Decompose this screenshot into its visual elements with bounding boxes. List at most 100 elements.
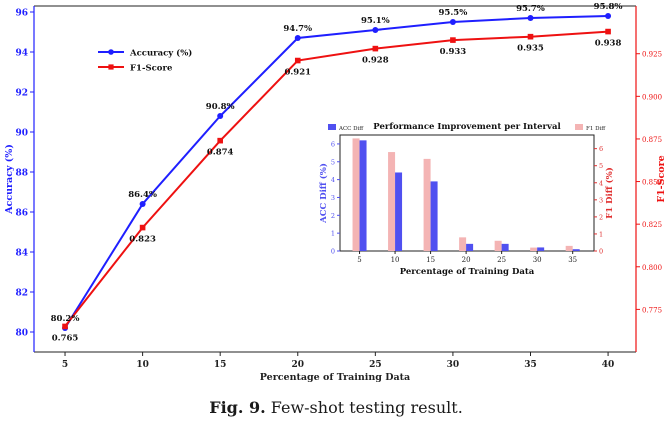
accuracy-value-label: 95.5% xyxy=(439,8,468,18)
inset-bar-f1-diff xyxy=(565,245,573,251)
inset-y-left-axis-title: ACC Diff (%) xyxy=(318,163,329,224)
accuracy-point xyxy=(527,15,534,21)
f1-score-value-label: 0.935 xyxy=(517,44,544,54)
caption-text: Few-shot testing result. xyxy=(265,398,463,417)
x-tick-label: 5 xyxy=(62,360,68,370)
f1-score-value-label: 0.823 xyxy=(129,235,156,245)
inset-legend-label-acc: ACC Diff xyxy=(338,126,364,132)
y-right-axis-title: F1-Score xyxy=(656,155,667,202)
inset-y-left-tick-label: 4 xyxy=(331,176,335,184)
inset-bar-f1-diff xyxy=(388,152,396,251)
inset-bar-acc-diff xyxy=(430,181,438,251)
f1-score-point xyxy=(217,137,223,144)
inset-x-tick-label: 10 xyxy=(391,256,400,264)
f1-score-point xyxy=(139,224,146,231)
y-right-tick-label: 0.925 xyxy=(642,51,662,59)
inset-bar-acc-diff xyxy=(359,140,367,251)
y-left-tick-label: 82 xyxy=(15,289,28,299)
x-tick-label: 40 xyxy=(602,360,615,370)
inset-y-right-tick-label: 5 xyxy=(599,162,603,170)
accuracy-value-label: 86.4% xyxy=(128,190,157,200)
legend-marker xyxy=(108,64,114,70)
accuracy-value-label: 95.7% xyxy=(516,4,545,14)
legend-label: Accuracy (%) xyxy=(129,48,192,59)
x-tick-label: 35 xyxy=(524,360,537,370)
inset-y-right-tick-label: 4 xyxy=(599,179,603,187)
f1-score-point xyxy=(294,57,301,64)
inset-y-left-tick-label: 0 xyxy=(331,248,335,256)
inset-y-right-tick-label: 0 xyxy=(599,248,603,256)
accuracy-point xyxy=(217,113,224,119)
accuracy-point xyxy=(605,13,612,19)
inset-y-right-tick-label: 2 xyxy=(599,213,603,221)
accuracy-value-label: 95.8% xyxy=(594,2,623,12)
y-right-tick-label: 0.850 xyxy=(642,179,662,187)
x-tick-label: 30 xyxy=(447,360,460,370)
inset-x-tick-label: 15 xyxy=(426,256,435,264)
legend-marker xyxy=(108,49,114,55)
accuracy-value-label: 94.7% xyxy=(283,24,312,34)
accuracy-value-label: 80.2% xyxy=(51,314,80,324)
inset-x-tick-label: 5 xyxy=(357,256,361,264)
y-right-tick-label: 0.900 xyxy=(642,93,662,101)
inset-bar-acc-diff xyxy=(395,172,403,251)
f1-score-point xyxy=(450,37,456,43)
inset-y-right-tick-label: 1 xyxy=(599,230,603,238)
inset-bar-f1-diff xyxy=(530,247,538,251)
caption-label: Fig. 9. xyxy=(209,398,266,417)
inset-bar-f1-diff xyxy=(459,237,467,251)
y-left-axis-title: Accuracy (%) xyxy=(4,144,15,215)
legend-label: F1-Score xyxy=(130,64,173,74)
f1-score-point xyxy=(62,323,68,330)
inset-y-left-tick-label: 3 xyxy=(331,194,335,202)
accuracy-point xyxy=(372,27,379,33)
accuracy-line xyxy=(64,15,609,329)
inset-bar-acc-diff xyxy=(501,243,509,251)
inset-bar-acc-diff xyxy=(466,243,474,251)
x-axis-title: Percentage of Training Data xyxy=(260,372,410,383)
f1-score-point xyxy=(372,45,379,52)
figure-caption: Fig. 9. Few-shot testing result. xyxy=(0,398,672,417)
inset-y-right-tick-label: 6 xyxy=(599,145,603,153)
y-left-tick-label: 96 xyxy=(15,9,28,19)
y-left-tick-label: 92 xyxy=(15,89,28,99)
accuracy-point xyxy=(139,201,146,207)
f1-score-value-label: 0.933 xyxy=(440,47,467,57)
inset-bar-acc-diff xyxy=(572,249,580,251)
inset-bar-f1-diff xyxy=(423,158,431,251)
x-tick-label: 10 xyxy=(136,360,149,370)
inset-x-axis-title: Percentage of Training Data xyxy=(400,267,535,277)
y-left-tick-label: 84 xyxy=(15,249,28,259)
inset-legend-swatch-f1 xyxy=(575,124,583,130)
inset-y-left-tick-label: 2 xyxy=(331,212,335,220)
inset-y-right-tick-label: 3 xyxy=(599,196,603,204)
inset-y-left-tick-label: 5 xyxy=(331,158,335,166)
y-right-tick-label: 0.875 xyxy=(642,136,662,144)
x-tick-label: 15 xyxy=(214,360,227,370)
accuracy-point xyxy=(449,19,456,25)
inset-bar-f1-diff xyxy=(352,138,360,251)
inset-bar-f1-diff xyxy=(494,240,502,251)
inset-x-tick-label: 30 xyxy=(533,256,542,264)
inset-y-right-axis-title: F1 Diff (%) xyxy=(604,167,615,219)
f1-score-value-label: 0.921 xyxy=(284,68,311,78)
y-left-tick-label: 94 xyxy=(15,49,28,59)
inset-x-tick-label: 35 xyxy=(568,256,577,264)
inset-y-left-tick-label: 6 xyxy=(331,140,335,148)
y-left-tick-label: 90 xyxy=(15,129,28,139)
inset-legend-swatch-acc xyxy=(328,124,336,130)
accuracy-value-label: 90.8% xyxy=(206,102,235,112)
y-left-tick-label: 88 xyxy=(15,169,28,179)
f1-score-value-label: 0.938 xyxy=(595,39,622,49)
y-right-tick-label: 0.800 xyxy=(642,264,662,272)
inset-x-tick-label: 20 xyxy=(462,256,471,264)
y-left-tick-label: 80 xyxy=(15,329,28,339)
inset-y-left-tick-label: 1 xyxy=(331,230,335,238)
inset-bar-acc-diff xyxy=(537,247,545,251)
inset-title: Performance Improvement per Interval xyxy=(373,122,561,132)
inset-x-tick-label: 25 xyxy=(497,256,506,264)
f1-score-line xyxy=(64,30,609,328)
f1-score-value-label: 0.928 xyxy=(362,56,389,66)
y-left-tick-label: 86 xyxy=(15,209,28,219)
